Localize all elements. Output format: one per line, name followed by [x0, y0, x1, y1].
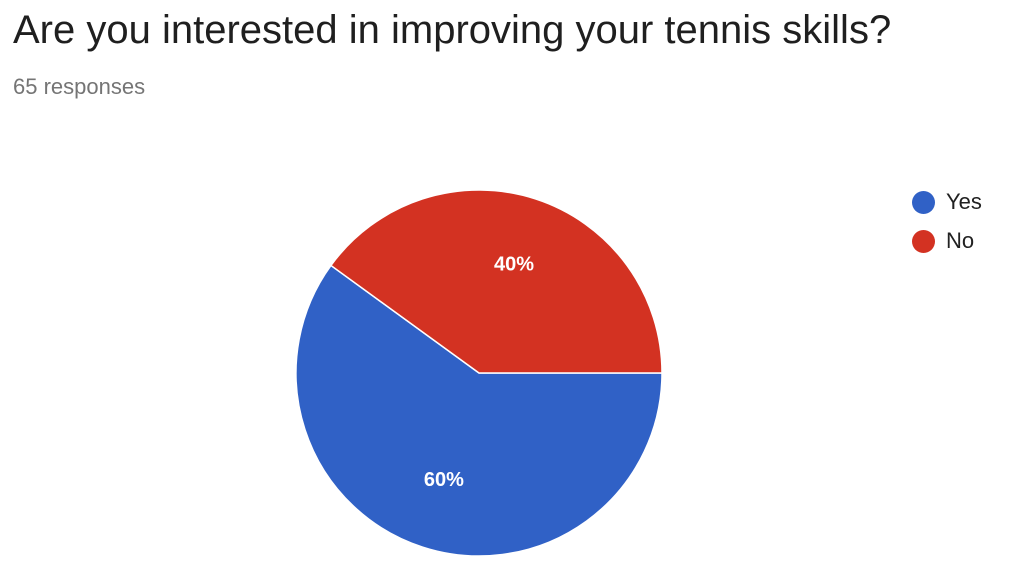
- pie-slices: [295, 189, 663, 557]
- pie-slice-label-yes: 60%: [424, 469, 464, 491]
- chart-legend: Yes No: [912, 186, 982, 264]
- pie-slice-label-no: 40%: [494, 253, 534, 275]
- legend-item-yes[interactable]: Yes: [912, 186, 982, 218]
- legend-item-no[interactable]: No: [912, 225, 982, 257]
- pie-slice-no[interactable]: [329, 189, 663, 374]
- pie-slice-yes[interactable]: [295, 264, 663, 557]
- pie-slice-labels: 60% 40%: [424, 253, 534, 491]
- legend-label: Yes: [946, 189, 982, 214]
- response-count: 65 responses: [13, 74, 146, 99]
- legend-swatch-icon: [912, 229, 935, 253]
- legend-label: No: [946, 228, 975, 253]
- question-title: Are you interested in improving your ten…: [13, 8, 892, 52]
- legend-swatch-icon: [912, 190, 935, 214]
